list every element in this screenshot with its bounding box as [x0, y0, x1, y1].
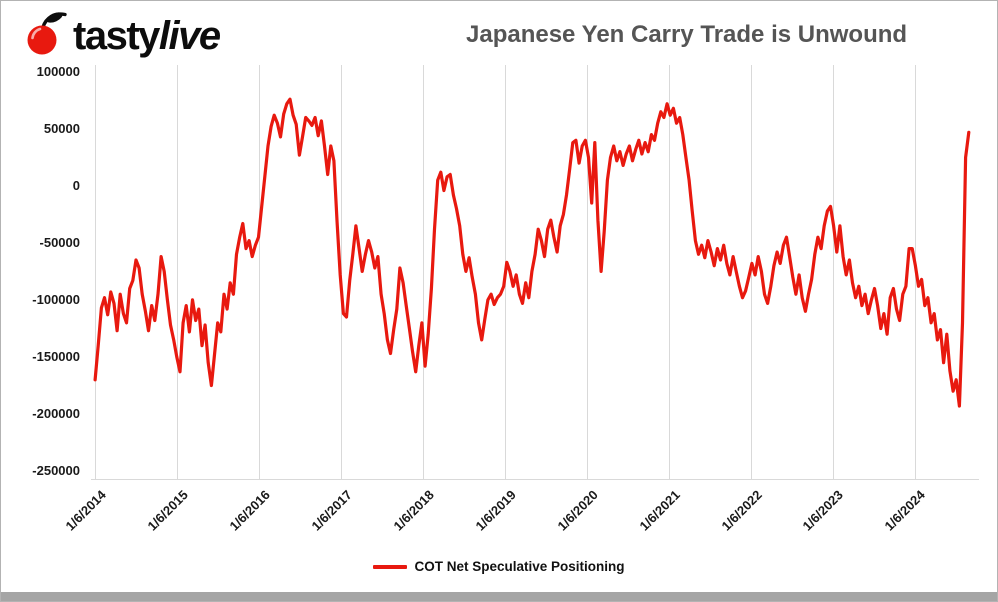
x-axis-label: 1/6/2016	[226, 487, 273, 534]
gridline-vertical	[259, 65, 261, 479]
x-axis-label: 1/6/2014	[62, 487, 109, 534]
cherry-icon	[23, 9, 69, 62]
y-axis-label: -50000	[39, 234, 80, 250]
x-axis-label: 1/6/2022	[718, 487, 765, 534]
logo-text: tastylive	[73, 13, 221, 59]
y-axis-label: -100000	[32, 291, 80, 307]
y-axis-label: -150000	[32, 349, 80, 364]
gridline-vertical	[95, 65, 97, 479]
logo-text-tasty: tasty	[73, 13, 160, 58]
gridline-vertical	[833, 65, 834, 479]
chart-canvas	[93, 97, 971, 408]
x-axis-label: 1/6/2023	[799, 487, 847, 534]
logo-text-live: live	[158, 13, 221, 58]
gridline-vertical	[587, 65, 589, 479]
window-bottom-edge	[1, 592, 997, 601]
gridline-vertical	[423, 65, 425, 479]
tastylive-logo: tastylive	[23, 9, 221, 62]
y-axis-label: 50000	[43, 120, 80, 136]
legend: COT Net Speculative Positioning	[1, 559, 997, 574]
x-axis-label: 1/6/2018	[390, 487, 437, 534]
x-axis-label: 1/6/2017	[308, 487, 355, 534]
cot-positioning-line	[93, 97, 971, 408]
x-axis-label: 1/6/2021	[636, 487, 683, 534]
chart-title: Japanese Yen Carry Trade is Unwound	[466, 21, 908, 48]
y-axis-label: -200000	[32, 406, 80, 421]
gridline-vertical	[177, 65, 179, 479]
x-axis-label: 1/6/2020	[554, 487, 601, 534]
y-axis-label: 100000	[36, 63, 80, 79]
x-axis-label: 1/6/2024	[881, 487, 929, 534]
x-axis: 1/6/2014 1/6/2015 1/6/2016 1/6/2017 1/6/2018…	[62, 485, 979, 565]
y-axis-label: -250000	[32, 463, 80, 478]
y-axis: 100000 50000 0 -50000 -100000 -150000 -200000 -…	[1, 63, 85, 479]
legend-label: COT Net Speculative Positioning	[414, 559, 625, 574]
plot-area	[91, 65, 979, 480]
legend-line-swatch	[373, 564, 408, 569]
x-axis-label: 1/6/2019	[472, 487, 519, 534]
x-axis-label: 1/6/2015	[144, 487, 191, 534]
gridline-vertical	[669, 65, 671, 479]
y-axis-label: 0	[72, 177, 80, 193]
